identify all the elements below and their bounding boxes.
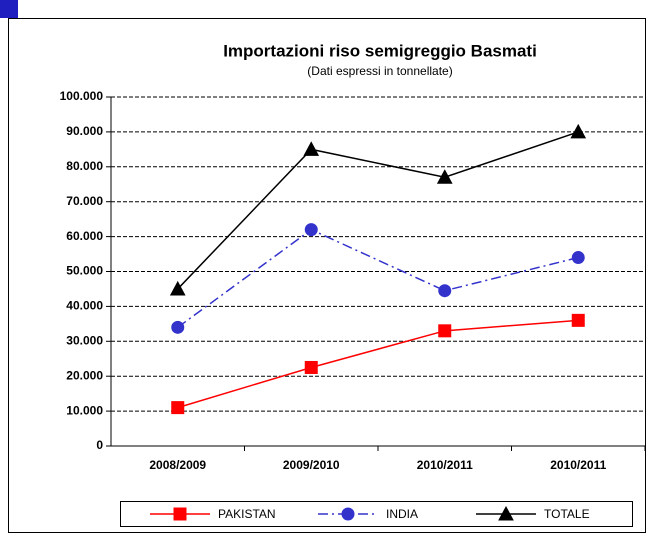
series-line: [177, 319, 579, 409]
series-line: [177, 228, 579, 328]
x-tick-label: 2008/2009: [149, 458, 206, 472]
x-tick-label: 2010/2011: [550, 458, 606, 472]
legend-marker: [173, 507, 187, 521]
data-point: [571, 251, 585, 265]
legend-label: TOTALE: [544, 507, 590, 521]
x-tick-label: 2010/2011: [417, 458, 473, 472]
chart-frame: [8, 18, 646, 533]
data-point: [438, 324, 452, 338]
data-point: [303, 141, 320, 156]
chart-subtitle: (Dati espressi in tonnellate): [307, 64, 452, 78]
data-point: [438, 284, 452, 298]
y-tick-label: 40.000: [66, 299, 103, 313]
data-point: [171, 401, 185, 415]
legend-marker: [341, 507, 355, 521]
data-point: [304, 360, 318, 374]
y-tick-label: 60.000: [66, 229, 103, 243]
data-point: [304, 223, 318, 237]
y-tick-label: 20.000: [66, 368, 103, 382]
data-point: [436, 169, 453, 184]
y-tick-label: 10.000: [66, 403, 103, 417]
data-point: [171, 320, 185, 334]
y-tick-label: 50.000: [66, 264, 103, 278]
data-point: [571, 313, 585, 327]
legend-label: INDIA: [386, 507, 418, 521]
data-point: [570, 123, 587, 139]
legend-label: PAKISTAN: [218, 507, 276, 521]
corner-icon: [0, 0, 18, 18]
x-tick-label: 2009/2010: [283, 458, 340, 472]
data-point: [169, 280, 186, 296]
y-tick-label: 100.000: [60, 89, 104, 103]
series-line: [177, 131, 579, 290]
chart-title: Importazioni riso semigreggio Basmati: [223, 41, 537, 60]
y-tick-label: 90.000: [66, 124, 103, 138]
y-tick-label: 70.000: [66, 194, 103, 208]
legend-marker: [498, 505, 514, 521]
y-tick-label: 30.000: [66, 333, 103, 347]
y-tick-label: 0: [96, 438, 103, 452]
y-tick-label: 80.000: [66, 159, 103, 173]
